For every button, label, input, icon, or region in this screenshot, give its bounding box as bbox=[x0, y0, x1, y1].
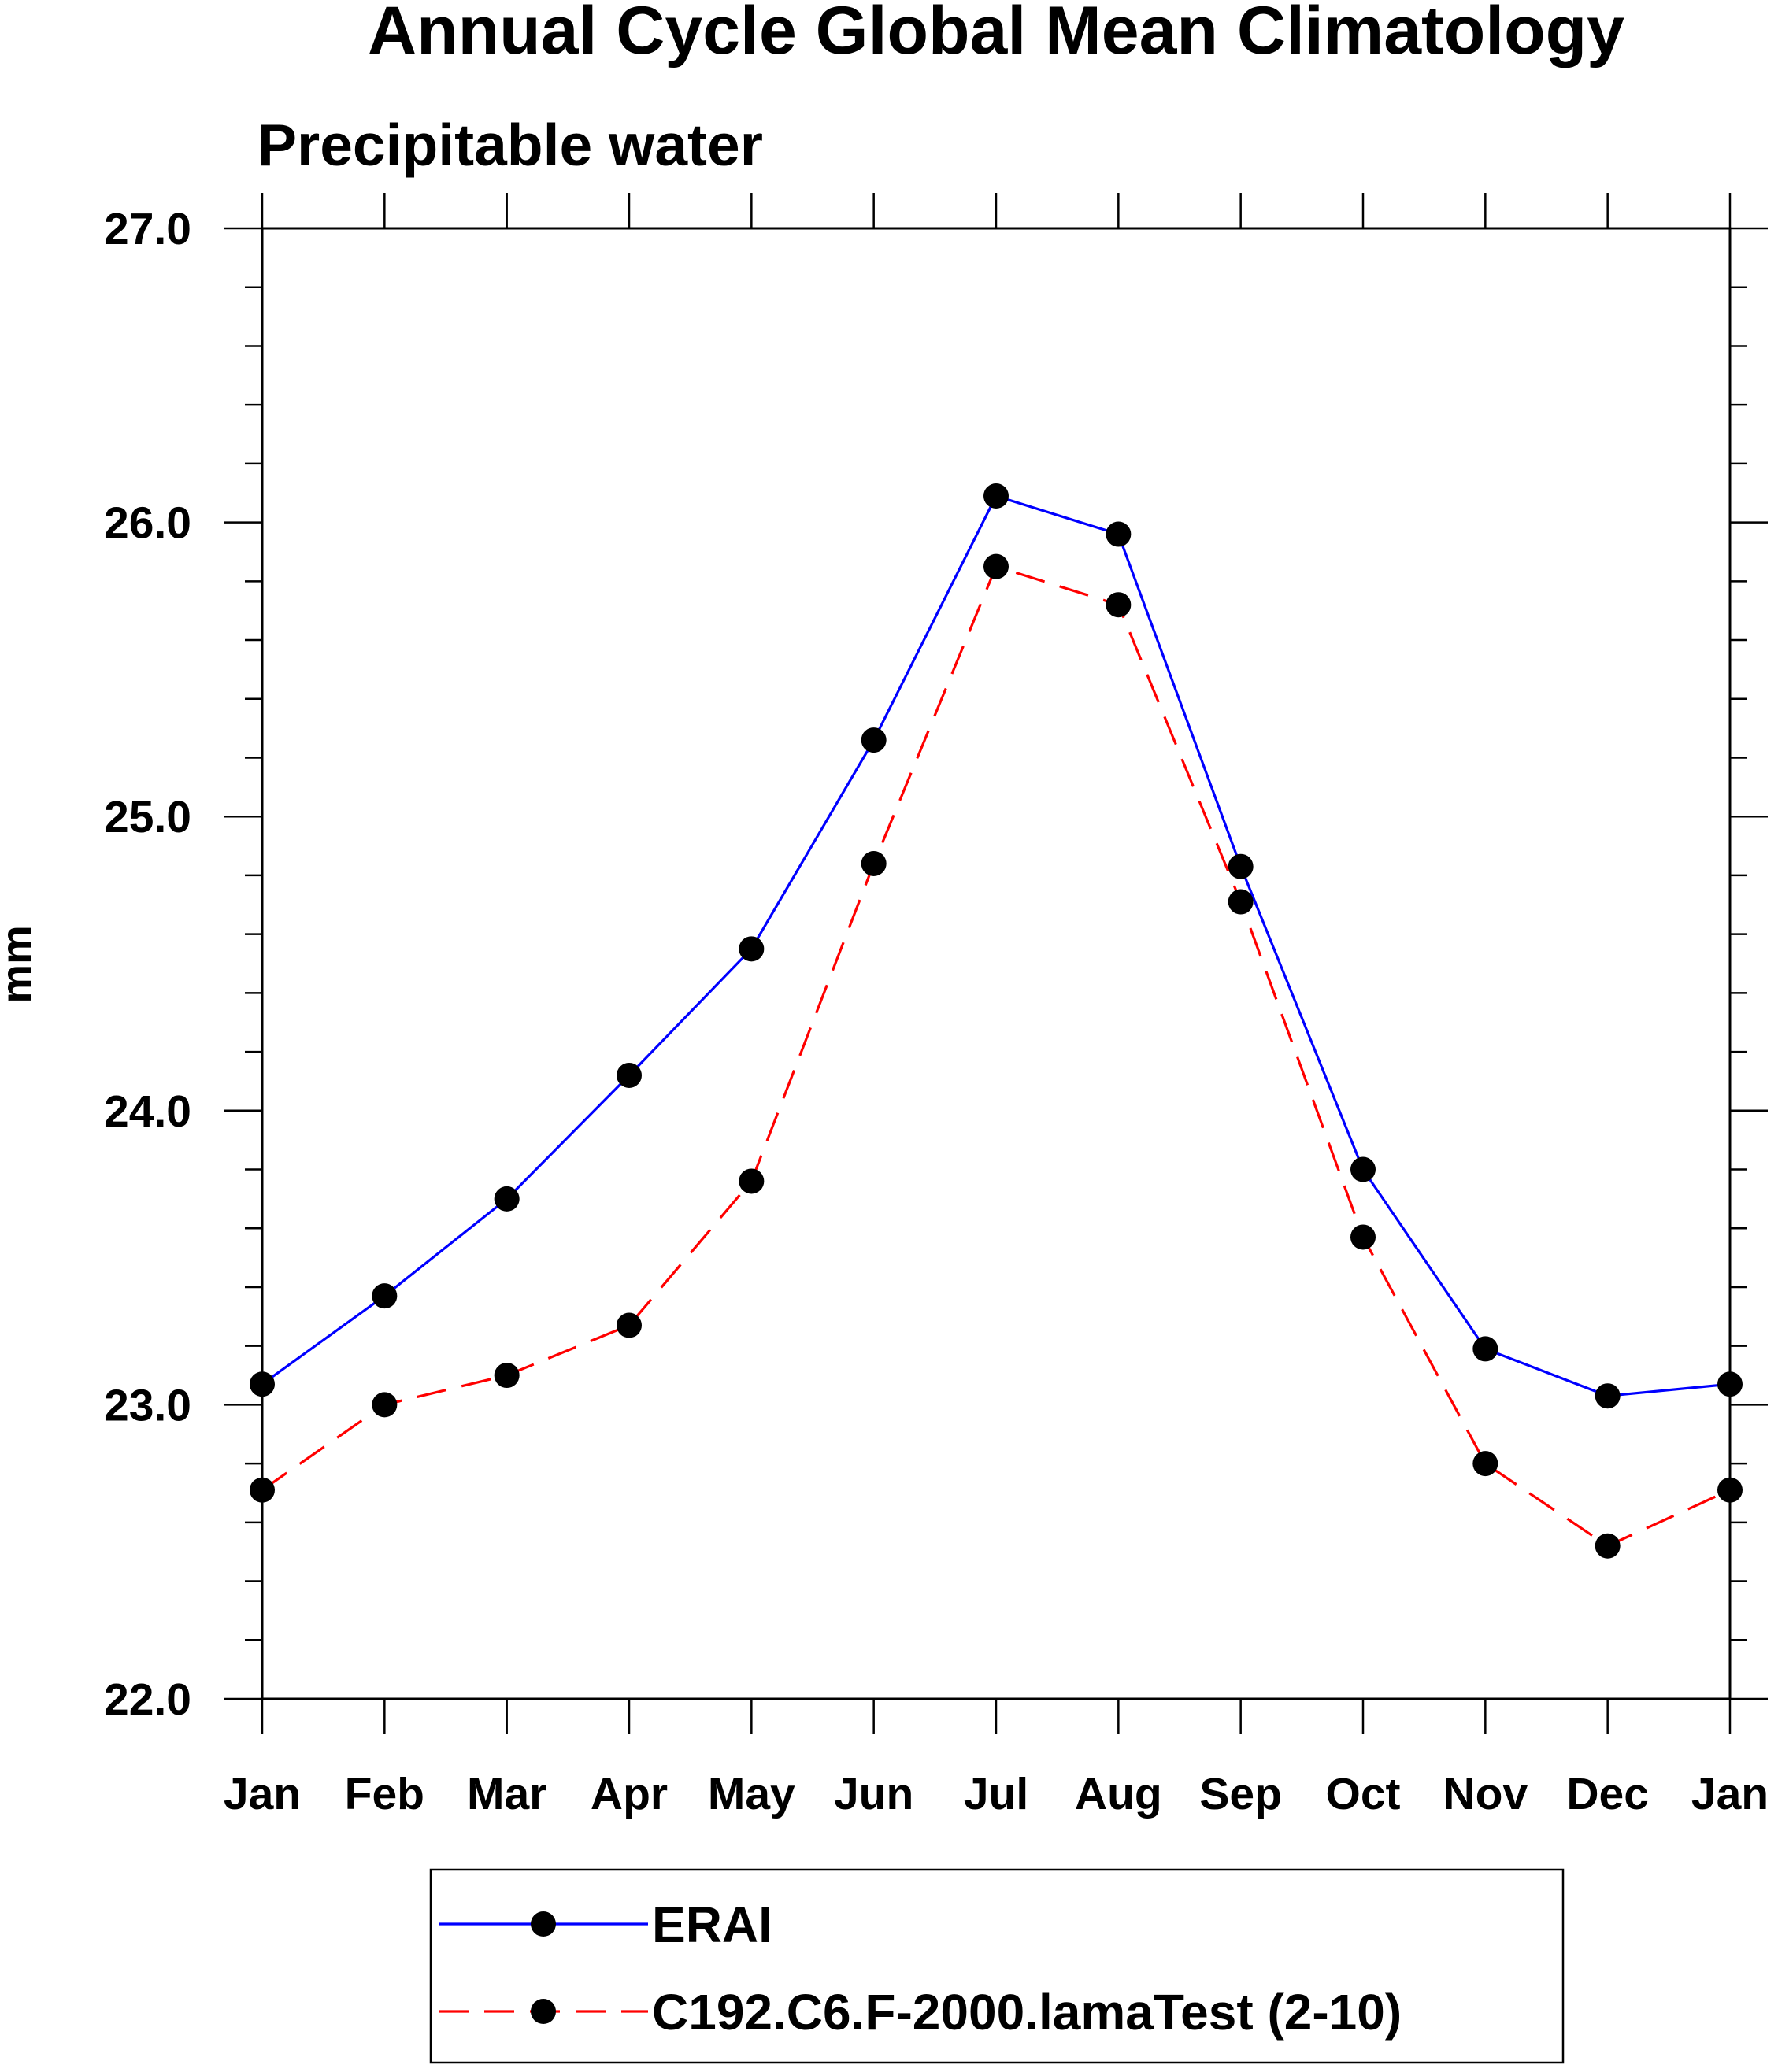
data-point-erai bbox=[1472, 1336, 1498, 1362]
data-point-model bbox=[861, 850, 887, 876]
x-tick-label: Dec bbox=[1566, 1769, 1649, 1819]
axes: 22.0 23.0 24.0 25.0 26.0 27.0 Jan Feb Mar Apr May J… bbox=[104, 193, 1769, 1819]
data-point-model bbox=[739, 1168, 765, 1194]
data-point-erai bbox=[983, 483, 1009, 509]
x-tick-label: Oct bbox=[1325, 1769, 1400, 1819]
x-tick-label: Apr bbox=[591, 1769, 668, 1819]
data-point-model bbox=[617, 1312, 642, 1338]
data-point-model bbox=[494, 1363, 520, 1389]
plot-series bbox=[250, 483, 1743, 1559]
x-tick-label: Aug bbox=[1075, 1769, 1162, 1819]
data-point-erai bbox=[494, 1186, 520, 1212]
legend-marker-model bbox=[531, 1999, 556, 2024]
y-tick-label: 25.0 bbox=[104, 792, 191, 842]
data-point-model bbox=[1228, 889, 1254, 915]
x-tick-label: Jan bbox=[224, 1769, 301, 1819]
data-point-model bbox=[372, 1392, 398, 1418]
data-point-erai bbox=[1350, 1156, 1376, 1182]
data-point-erai bbox=[1717, 1371, 1743, 1397]
data-point-erai bbox=[1595, 1383, 1621, 1409]
legend: ERAI C192.C6.F-2000.lamaTest (2-10) bbox=[429, 1868, 1565, 2064]
data-point-model bbox=[1350, 1224, 1376, 1250]
x-tick-label: Feb bbox=[345, 1769, 424, 1819]
data-point-model bbox=[983, 553, 1009, 579]
legend-label-erai: ERAI bbox=[652, 1896, 772, 1953]
x-tick-label: Jan bbox=[1691, 1769, 1769, 1819]
data-point-erai bbox=[617, 1062, 642, 1088]
y-tick-label: 27.0 bbox=[104, 204, 191, 254]
y-axis-label: mm bbox=[0, 925, 41, 1004]
data-point-model bbox=[1472, 1451, 1498, 1477]
y-tick-label: 26.0 bbox=[104, 498, 191, 549]
x-tick-label: May bbox=[708, 1769, 795, 1819]
x-tick-label: Mar bbox=[467, 1769, 546, 1819]
data-point-model bbox=[1595, 1533, 1621, 1559]
chart-subtitle: Precipitable water bbox=[257, 112, 763, 178]
legend-label-model: C192.C6.F-2000.lamaTest (2-10) bbox=[652, 1984, 1402, 2041]
legend-marker-erai bbox=[531, 1911, 556, 1937]
y-tick-label: 23.0 bbox=[104, 1380, 191, 1430]
data-point-erai bbox=[1106, 521, 1132, 547]
data-point-erai bbox=[250, 1371, 275, 1397]
series-line-model bbox=[261, 564, 1731, 1548]
data-point-erai bbox=[372, 1283, 398, 1309]
data-point-erai bbox=[1228, 853, 1254, 879]
data-point-erai bbox=[861, 727, 887, 753]
data-point-model bbox=[1717, 1477, 1743, 1503]
data-point-model bbox=[1106, 592, 1132, 618]
x-tick-label: Sep bbox=[1199, 1769, 1282, 1819]
chart-title: Annual Cycle Global Mean Climatology bbox=[368, 0, 1624, 68]
legend-box bbox=[429, 1868, 1565, 2064]
data-point-model bbox=[250, 1477, 275, 1503]
x-tick-label: Nov bbox=[1443, 1769, 1528, 1819]
data-point-erai bbox=[739, 936, 765, 962]
x-tick-label: Jul bbox=[964, 1769, 1028, 1819]
plot-frame bbox=[261, 227, 1732, 1700]
y-tick-label: 22.0 bbox=[104, 1674, 191, 1725]
series-line-erai bbox=[261, 494, 1731, 1397]
y-tick-label: 24.0 bbox=[104, 1086, 191, 1137]
x-tick-label: Jun bbox=[834, 1769, 913, 1819]
